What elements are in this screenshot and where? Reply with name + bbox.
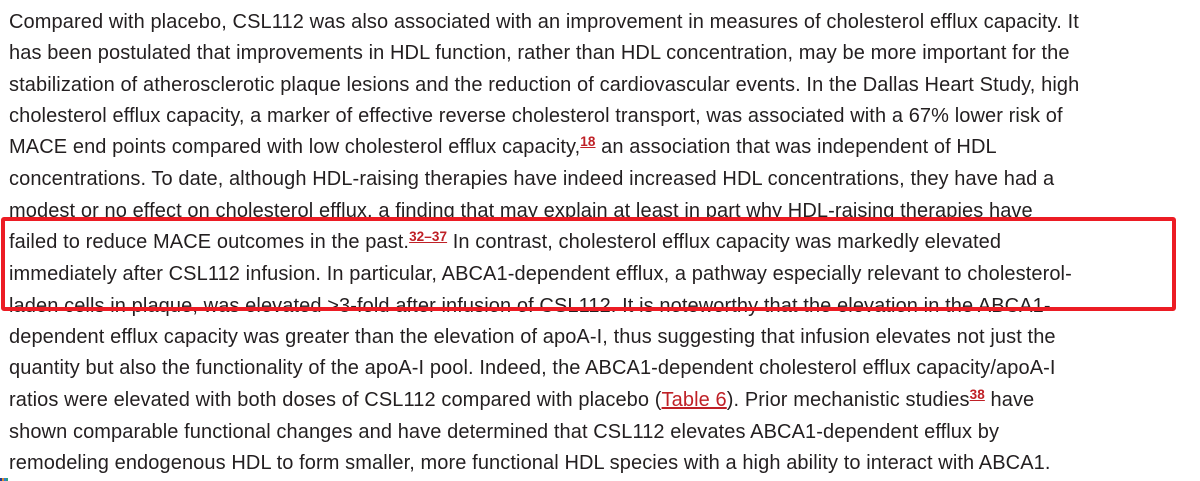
paragraph-line: stabilization of atherosclerotic plaque … bbox=[9, 70, 1200, 101]
paragraph-line: ratios were elevated with both doses of … bbox=[9, 385, 1200, 417]
paragraph-line: modest or no effect on cholesterol efflu… bbox=[9, 196, 1200, 227]
reference-link-32-37[interactable]: 32–37 bbox=[409, 229, 448, 245]
paragraph-line: remodeling endogenous HDL to form smalle… bbox=[9, 448, 1200, 479]
paragraph-line: Compared with placebo, CSL112 was also a… bbox=[9, 7, 1200, 38]
text-run: dependent efflux capacity was greater th… bbox=[9, 325, 1056, 348]
text-run: modest or no effect on cholesterol efflu… bbox=[9, 199, 1033, 222]
text-run: laden cells in plaque, was elevated >3-f… bbox=[9, 294, 1051, 317]
paragraph-line: quantity but also the functionality of t… bbox=[9, 353, 1200, 384]
paragraph-line: has been postulated that improvements in… bbox=[9, 38, 1200, 69]
paragraph-line: laden cells in plaque, was elevated >3-f… bbox=[9, 291, 1200, 322]
paragraph-line: concentrations. To date, although HDL-ra… bbox=[9, 164, 1200, 195]
article-paragraph: Compared with placebo, CSL112 was also a… bbox=[9, 7, 1200, 479]
text-run: immediately after CSL112 infusion. In pa… bbox=[9, 263, 1072, 286]
reference-link-38[interactable]: 38 bbox=[969, 386, 985, 402]
text-run: concentrations. To date, although HDL-ra… bbox=[9, 168, 1055, 191]
text-run: failed to reduce MACE outcomes in the pa… bbox=[9, 231, 410, 254]
reference-link-18[interactable]: 18 bbox=[580, 134, 596, 150]
text-run: cholesterol efflux capacity, a marker of… bbox=[9, 104, 1063, 127]
text-run: remodeling endogenous HDL to form smalle… bbox=[9, 452, 1051, 475]
text-run: quantity but also the functionality of t… bbox=[9, 357, 1056, 380]
text-run: In contrast, cholesterol efflux capacity… bbox=[447, 231, 1002, 254]
text-run: ratios were elevated with both doses of … bbox=[9, 388, 662, 411]
paragraph-line: shown comparable functional changes and … bbox=[9, 417, 1200, 448]
text-run: an association that was independent of H… bbox=[595, 136, 997, 159]
text-run: MACE end points compared with low choles… bbox=[9, 136, 581, 159]
text-run: shown comparable functional changes and … bbox=[9, 420, 1000, 443]
paragraph-line: dependent efflux capacity was greater th… bbox=[9, 322, 1200, 353]
text-run: ). Prior mechanistic studies bbox=[726, 388, 970, 411]
text-run: have bbox=[984, 388, 1035, 411]
table-6-link[interactable]: Table 6 bbox=[661, 388, 727, 411]
paragraph-line: immediately after CSL112 infusion. In pa… bbox=[9, 259, 1200, 290]
text-run: Compared with placebo, CSL112 was also a… bbox=[9, 11, 1079, 33]
text-run: stabilization of atherosclerotic plaque … bbox=[9, 73, 1080, 96]
paragraph-line: cholesterol efflux capacity, a marker of… bbox=[9, 101, 1200, 132]
text-run: has been postulated that improvements in… bbox=[9, 42, 1070, 65]
paragraph-line: failed to reduce MACE outcomes in the pa… bbox=[9, 227, 1200, 259]
paragraph-line: MACE end points compared with low choles… bbox=[9, 132, 1200, 164]
clipped-element-fragment bbox=[0, 478, 8, 481]
